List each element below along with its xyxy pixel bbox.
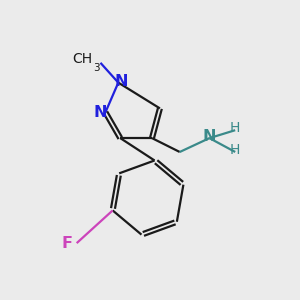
Text: F: F [61, 236, 72, 250]
Text: CH: CH [72, 52, 92, 66]
Text: N: N [94, 105, 107, 120]
Text: N: N [115, 74, 128, 89]
Text: H: H [230, 121, 240, 135]
Text: N: N [203, 129, 216, 144]
Text: 3: 3 [94, 63, 100, 73]
Text: H: H [230, 143, 240, 157]
